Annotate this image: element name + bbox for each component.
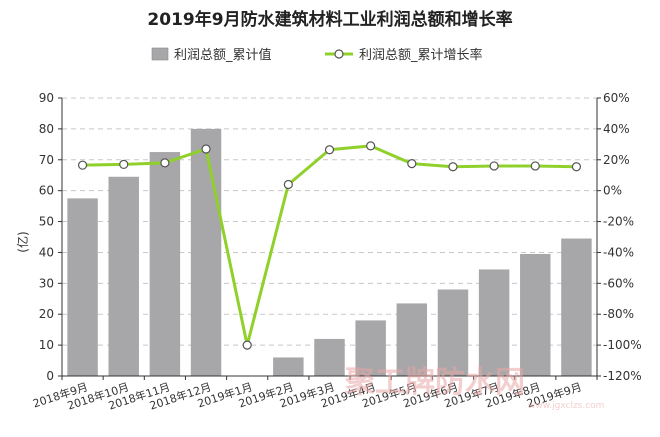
bar — [396, 303, 428, 376]
y-tick-label: 40 — [39, 245, 54, 259]
y-tick-label: 50 — [39, 215, 54, 229]
line-point — [160, 158, 170, 168]
axes — [58, 97, 601, 380]
line-point — [283, 179, 293, 190]
y-tick-label: 80 — [39, 122, 54, 136]
y2-tick-label: 0% — [603, 184, 622, 198]
y2-tick-label: 40% — [603, 122, 630, 136]
bar-series — [67, 128, 592, 376]
y2-tick-label: -120% — [603, 369, 642, 383]
y2-tick-label: 60% — [603, 91, 630, 105]
line-point — [201, 144, 211, 154]
y2-tick-label: 20% — [603, 153, 630, 167]
line-point — [77, 160, 88, 170]
bar — [520, 253, 551, 376]
line-series — [77, 141, 582, 350]
gridlines — [62, 97, 597, 346]
line-point — [407, 159, 417, 169]
y2-tick-label: -20% — [603, 215, 634, 229]
line-point — [366, 141, 376, 151]
legend-line-marker — [334, 49, 344, 59]
legend: 利润总额_累计值 利润总额_累计增长率 — [151, 47, 483, 63]
line-point — [530, 161, 540, 171]
line-point — [324, 145, 335, 155]
bar — [190, 128, 222, 376]
bar — [437, 289, 469, 376]
line-point — [242, 340, 252, 350]
y-tick-label: 90 — [39, 91, 54, 105]
line-point — [571, 162, 582, 172]
legend-bar-label: 利润总额_累计值 — [174, 47, 272, 63]
y-axis-ticks: 0 10 20 30 40 50 60 70 80 90 — [39, 91, 54, 383]
bar — [149, 152, 181, 376]
chart-title: 2019年9月防水建筑材料工业利润总额和增长率 — [147, 9, 512, 30]
bar — [273, 357, 304, 376]
line-point — [489, 161, 499, 171]
y-tick-label: 10 — [39, 338, 54, 352]
bar — [67, 198, 98, 376]
bar — [355, 320, 386, 376]
y-tick-label: 70 — [39, 153, 54, 167]
bar — [478, 269, 510, 376]
line-point — [119, 159, 129, 170]
legend-bar-swatch — [151, 47, 169, 61]
bar — [108, 176, 139, 376]
watermark: 聚工牌防水网 www.jgxclzs.com — [344, 365, 604, 411]
y2-tick-label: -40% — [603, 245, 634, 259]
watermark-url: www.jgxclzs.com — [528, 401, 604, 411]
y2-tick-label: -100% — [603, 338, 642, 352]
y-tick-label: 30 — [39, 276, 54, 290]
legend-line-label: 利润总额_累计增长率 — [359, 47, 483, 63]
y2-tick-label: -60% — [603, 276, 634, 290]
y-axis-label: (亿) — [15, 231, 30, 252]
y-tick-label: 60 — [39, 184, 54, 198]
bar — [314, 338, 345, 376]
y-tick-label: 20 — [39, 307, 54, 321]
y2-tick-label: -80% — [603, 307, 634, 321]
y2-axis-ticks: -120% -100% -80% -60% -40% -20% 0% 20% 40% 60% — [603, 91, 642, 383]
y-tick-label: 0 — [46, 369, 54, 383]
line-point — [448, 162, 458, 172]
watermark-text: 聚工牌防水网 — [344, 365, 525, 400]
bar — [561, 238, 592, 376]
